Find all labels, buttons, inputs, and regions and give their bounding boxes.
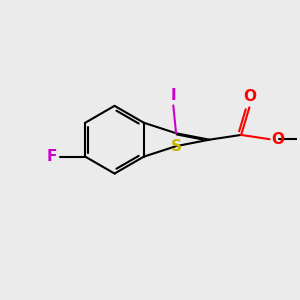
Text: O: O — [243, 89, 256, 104]
Text: F: F — [47, 149, 57, 164]
Text: O: O — [271, 132, 284, 147]
Text: S: S — [171, 139, 182, 154]
Text: I: I — [170, 88, 176, 103]
